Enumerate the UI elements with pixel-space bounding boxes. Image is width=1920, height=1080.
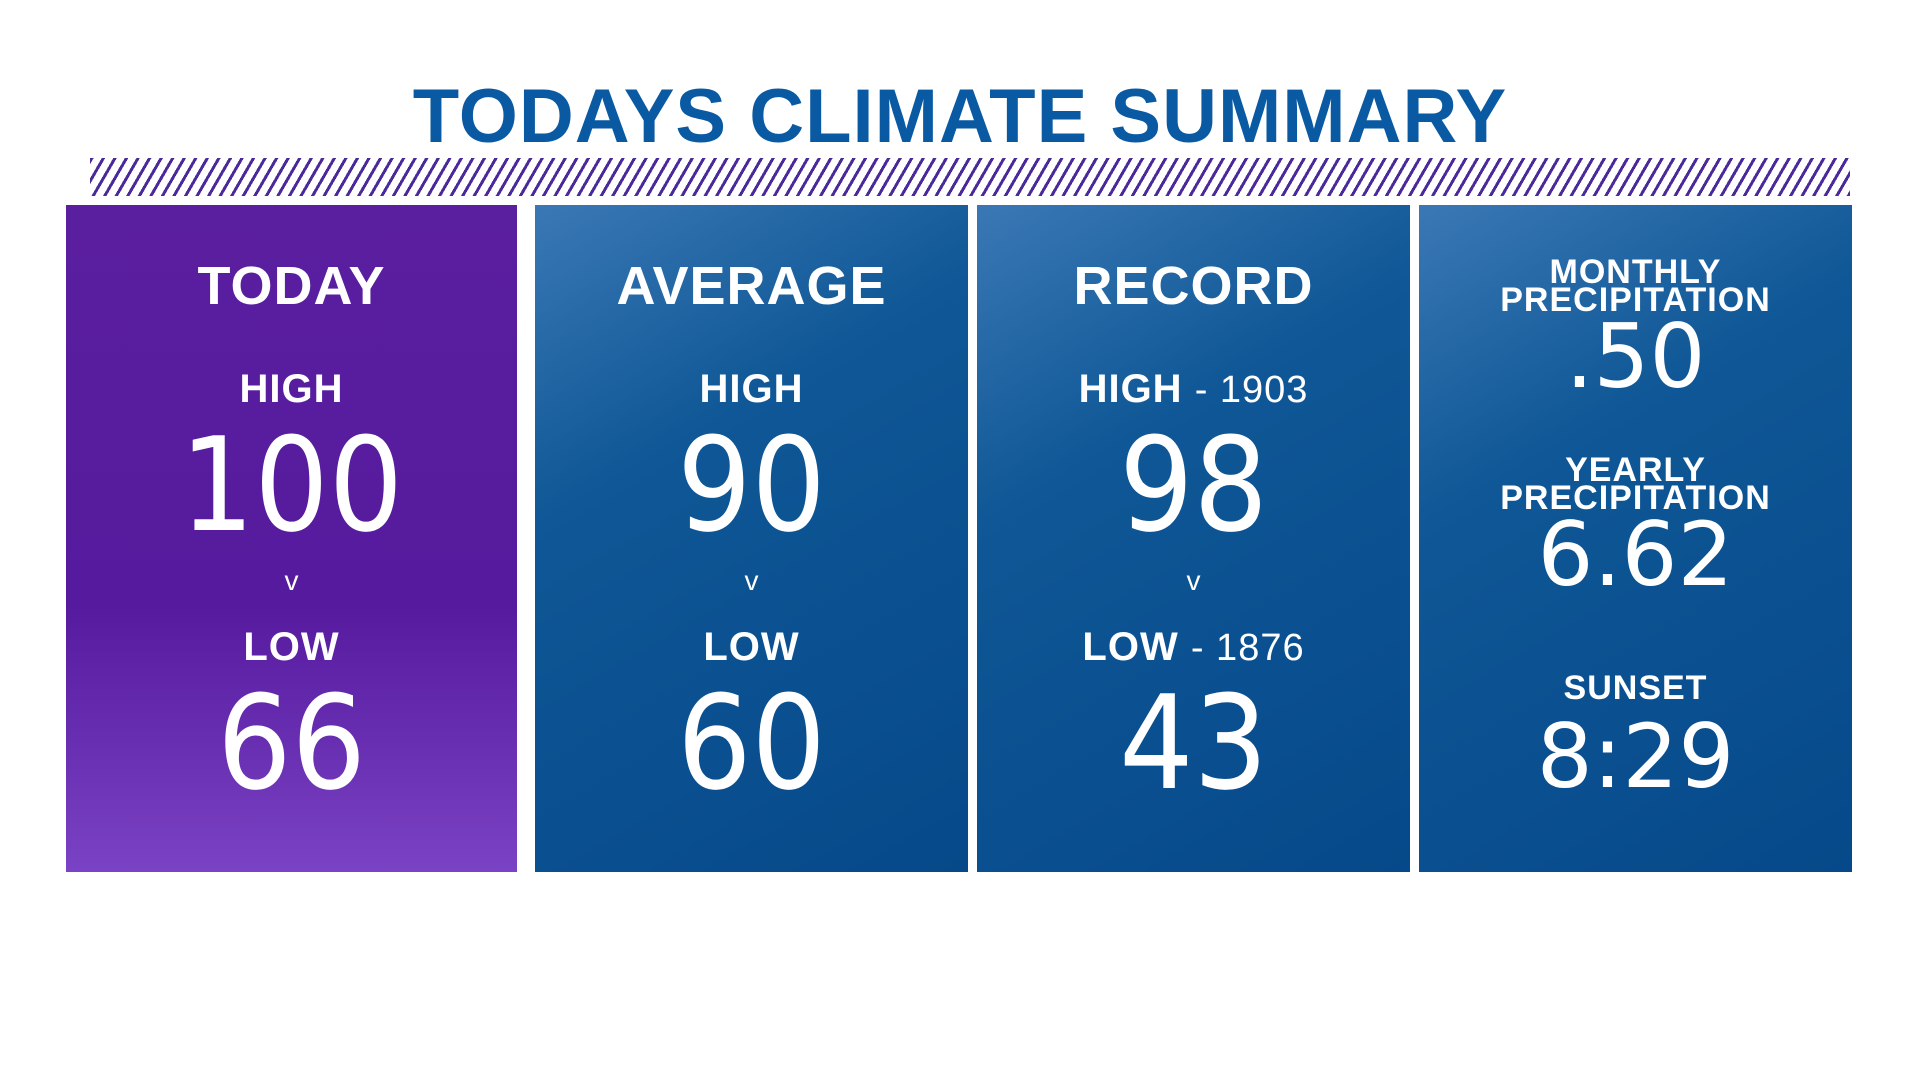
record-high-label: HIGH: [1078, 367, 1183, 411]
average-low-label: LOW: [703, 625, 800, 669]
record-high-value: 98: [1119, 409, 1268, 561]
yearly-precip-label-1: YEARLY: [1565, 451, 1706, 489]
record-low-value: 43: [1119, 667, 1268, 819]
today-separator: v: [284, 565, 299, 596]
today-low-label: LOW: [243, 625, 340, 669]
record-high-year: - 1903: [1194, 369, 1309, 411]
monthly-precip-label-1: MONTHLY: [1549, 253, 1722, 291]
record-heading: RECORD: [1073, 256, 1314, 316]
record-low-year: - 1876: [1190, 627, 1305, 669]
stripe-divider: [90, 158, 1850, 196]
yearly-precip-label-2: PRECIPITATION: [1500, 479, 1771, 517]
record-low-label-row: LOW - 1876: [977, 625, 1410, 670]
page-title: TODAYS CLIMATE SUMMARY: [412, 74, 1508, 159]
record-high-label-row: HIGH - 1903: [977, 367, 1410, 412]
record-panel: RECORD HIGH - 1903 98 v LOW - 1876 43: [977, 205, 1410, 872]
today-panel: TODAY HIGH 100 v LOW 66: [66, 205, 517, 872]
average-low-value: 60: [677, 667, 826, 819]
average-separator: v: [744, 565, 759, 596]
sunset-label: SUNSET: [1563, 669, 1708, 707]
record-low-label: LOW: [1082, 625, 1179, 669]
record-separator: v: [1186, 565, 1201, 596]
average-heading: AVERAGE: [616, 256, 887, 316]
yearly-precip-value: 6.62: [1537, 503, 1734, 606]
sunset-value: 8:29: [1536, 705, 1735, 808]
today-high-label: HIGH: [239, 367, 344, 411]
average-high-label: HIGH: [699, 367, 804, 411]
today-low-value: 66: [217, 667, 366, 819]
precipitation-panel: MONTHLY PRECIPITATION .50 YEARLY PRECIPI…: [1419, 205, 1852, 872]
average-high-value: 90: [677, 409, 826, 561]
today-heading: TODAY: [197, 256, 386, 316]
monthly-precip-label-2: PRECIPITATION: [1500, 281, 1771, 319]
average-panel: AVERAGE HIGH 90 v LOW 60: [535, 205, 968, 872]
today-high-value: 100: [179, 409, 404, 561]
monthly-precip-value: .50: [1565, 305, 1706, 408]
